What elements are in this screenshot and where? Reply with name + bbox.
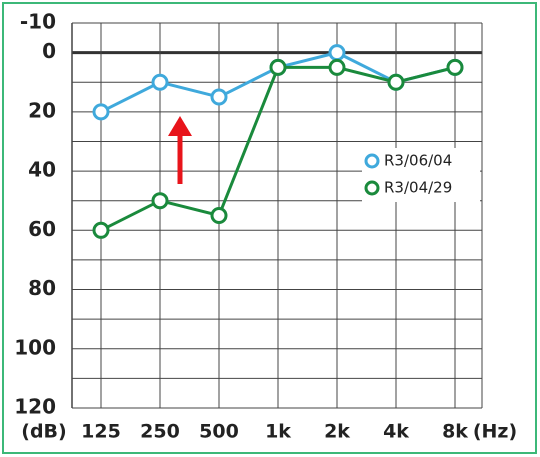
y-tick-label: 80 [28, 276, 56, 300]
point [328, 58, 346, 76]
x-axis-label: (Hz) [473, 421, 517, 443]
y-tick-label: -10 [20, 10, 56, 34]
point [210, 88, 228, 106]
y-tick-label: 0 [42, 39, 56, 63]
x-tick-label: 4k [383, 421, 409, 443]
x-tick-label: 125 [81, 421, 121, 443]
point [92, 221, 110, 239]
point [92, 103, 110, 121]
grid: -10 0 20 40 60 80 100 120 125 250 500 1k 2k 4k 8k [14, 10, 483, 443]
point [328, 44, 346, 62]
y-tick-label: 20 [28, 98, 56, 122]
x-tick-label: 2k [324, 421, 350, 443]
x-tick-label: 500 [199, 421, 239, 443]
y-tick-label: 120 [14, 395, 56, 419]
point [269, 58, 287, 76]
legend-box [362, 148, 480, 202]
x-tick-label: 8k [442, 421, 468, 443]
point [151, 73, 169, 91]
arrow [168, 116, 192, 184]
legend: R3/06/04 R3/04/29 [362, 148, 480, 202]
x-tick-label: 250 [140, 421, 180, 443]
point [151, 192, 169, 210]
legend-label: R3/04/29 [384, 179, 452, 197]
x-tick-label: 1k [265, 421, 291, 443]
y-tick-label: 40 [28, 158, 56, 182]
point [446, 58, 464, 76]
point [210, 207, 228, 224]
point [387, 73, 405, 91]
y-tick-label: 100 [14, 335, 56, 359]
y-axis-label: (dB) [21, 421, 66, 443]
legend-marker [364, 153, 380, 169]
y-tick-label: 60 [28, 217, 56, 241]
marks [92, 44, 464, 239]
legend-marker [364, 180, 380, 196]
legend-label: R3/06/04 [384, 152, 452, 170]
